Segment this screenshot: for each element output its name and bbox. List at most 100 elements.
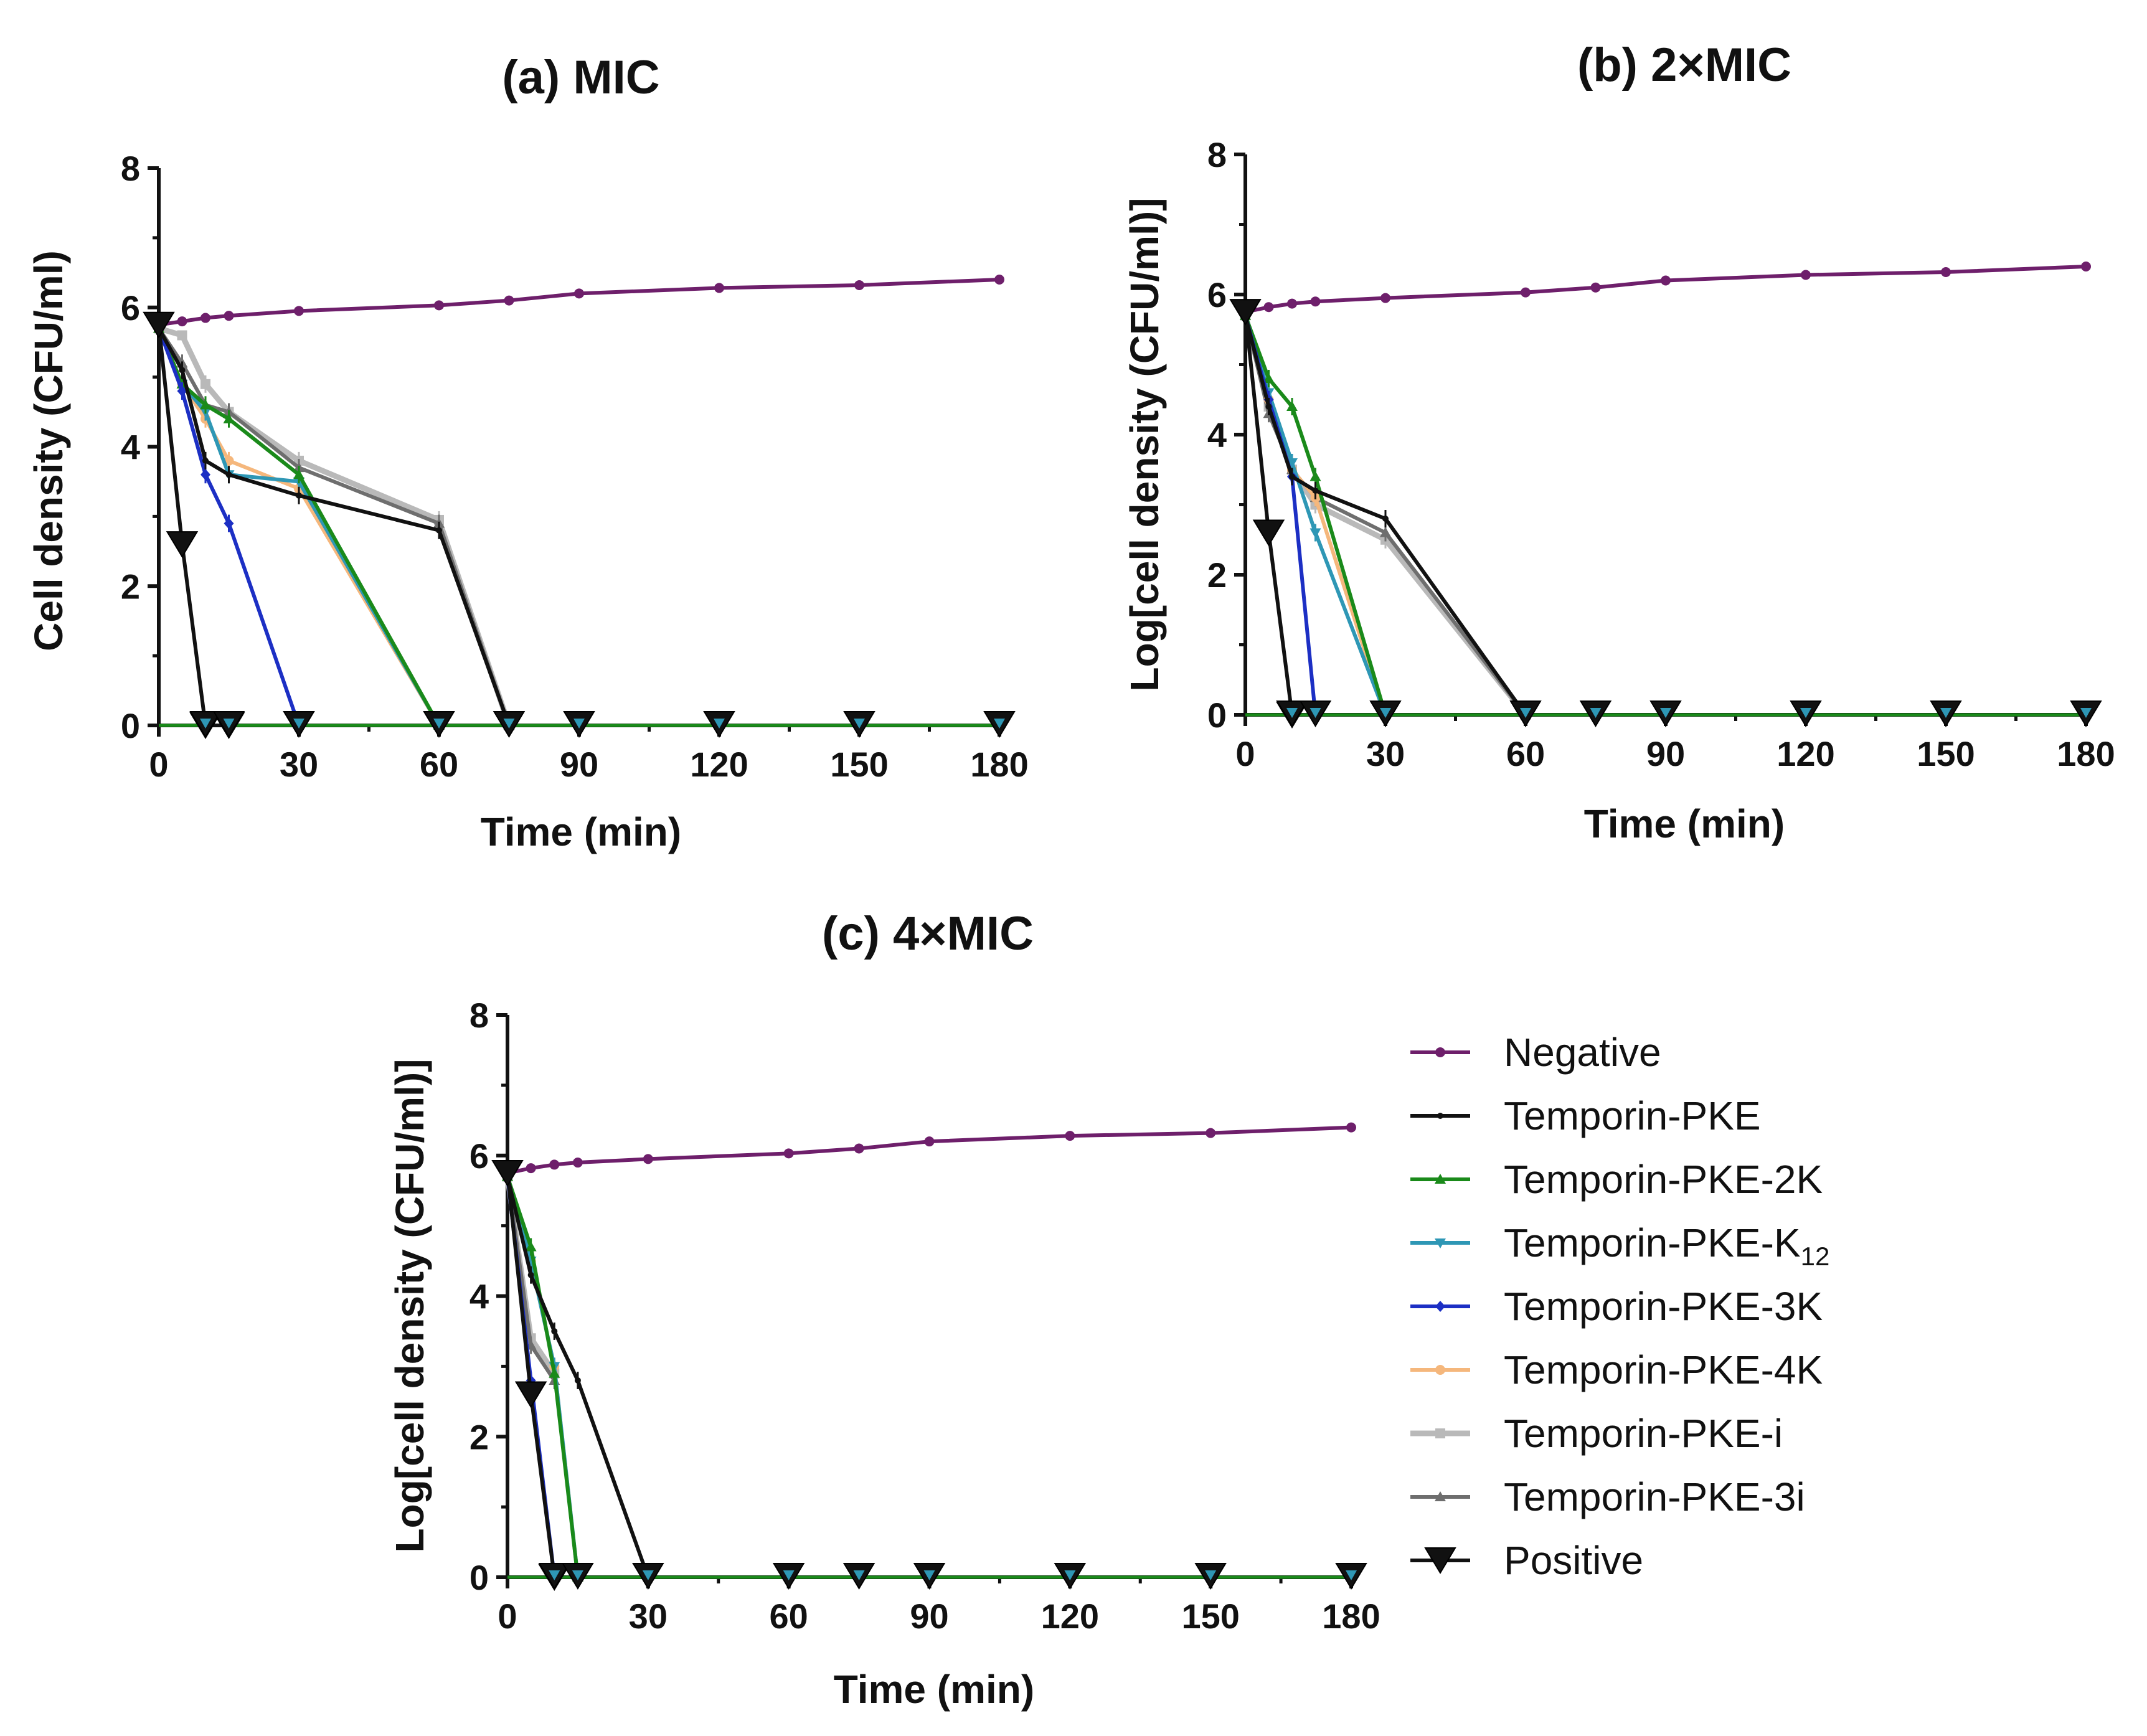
y-tick-label: 0	[470, 1558, 489, 1597]
panel-c-x-label: Time (min)	[834, 1667, 1034, 1712]
panel-a-title: (a) MIC	[502, 51, 659, 104]
x-tick-label: 120	[690, 745, 748, 784]
legend-label: Temporin-PKE-i	[1504, 1411, 1783, 1456]
data-point	[574, 1377, 581, 1384]
k12-zero-marker	[853, 1570, 865, 1580]
x-tick-label: 60	[770, 1597, 808, 1636]
legend-label: Temporin-PKE-3i	[1504, 1474, 1805, 1519]
data-point	[225, 471, 232, 478]
y-tick-label: 8	[470, 996, 489, 1035]
data-point	[1265, 403, 1272, 410]
data-point	[525, 1241, 537, 1252]
data-point	[434, 300, 444, 311]
series-line-temporin-pke	[1243, 315, 1527, 716]
data-point	[551, 1328, 558, 1334]
data-point	[1801, 270, 1811, 280]
legend-label: Temporin-PKE-4K	[1504, 1347, 1823, 1392]
y-tick-label: 6	[1207, 275, 1227, 314]
k12-zero-marker	[293, 719, 304, 729]
legend: Negative Temporin-PKE Temporin-PKE-2K Tempo…	[1410, 1030, 1829, 1583]
data-point	[200, 399, 211, 410]
k12-zero-marker	[573, 719, 585, 729]
data-point	[294, 306, 304, 316]
legend-label: Temporin-PKE-3K	[1504, 1284, 1823, 1329]
x-tick-label: 90	[910, 1597, 948, 1636]
data-point	[783, 1148, 794, 1159]
legend-label-text: Temporin-PKE-i	[1504, 1411, 1783, 1456]
x-tick-label: 60	[420, 745, 458, 784]
x-tick-label: 120	[1777, 734, 1834, 773]
data-point	[1229, 299, 1262, 326]
k12-zero-marker	[1286, 708, 1298, 718]
k12-zero-marker	[1064, 1570, 1076, 1580]
legend-label-text: Temporin-PKE-4K	[1504, 1347, 1823, 1392]
y-tick-label: 0	[1207, 696, 1227, 735]
data-point	[1309, 528, 1321, 539]
x-tick-label: 0	[1235, 734, 1255, 773]
y-tick-label: 2	[470, 1417, 489, 1456]
legend-label-text: Temporin-PKE-3K	[1504, 1284, 1823, 1329]
data-point	[1206, 1128, 1216, 1138]
x-tick-label: 0	[149, 745, 168, 784]
data-point	[491, 1159, 524, 1187]
panel-a-x-label: Time (min)	[481, 809, 681, 854]
data-point	[1590, 282, 1601, 293]
y-tick-label: 6	[121, 288, 140, 328]
data-point	[179, 367, 186, 374]
data-point	[527, 1271, 534, 1278]
data-point	[574, 288, 584, 299]
data-point	[166, 531, 199, 559]
y-tick-label: 8	[121, 149, 140, 188]
panel-b: (b) 2×MIC Log[cell density (CFU/ml)] Tim…	[1122, 39, 2115, 846]
k12-zero-marker	[572, 1570, 583, 1580]
panel-b-y-label: Log[cell density (CFU/ml)]	[1122, 198, 1167, 692]
legend-marker	[1435, 1365, 1445, 1375]
k12-zero-marker	[549, 1570, 560, 1580]
legend-label: Negative	[1504, 1030, 1661, 1075]
k12-zero-marker	[1309, 708, 1321, 718]
panel-c: (c) 4×MIC Log[cell density (CFU/ml)] Tim…	[387, 907, 1380, 1712]
data-point	[2081, 262, 2091, 271]
data-point	[1312, 488, 1319, 494]
legend-marker	[1435, 1428, 1445, 1438]
legend-marker	[1435, 1238, 1446, 1248]
legend-label: Temporin-PKE-2K	[1504, 1157, 1823, 1202]
x-tick-label: 90	[1646, 734, 1685, 773]
k12-zero-marker	[1800, 708, 1811, 718]
k12-zero-marker	[923, 1570, 935, 1580]
data-point	[1065, 1131, 1075, 1141]
data-point	[1286, 458, 1298, 468]
panel-b-title: (b) 2×MIC	[1577, 39, 1791, 92]
data-point	[572, 1158, 583, 1168]
y-tick-label: 2	[1207, 555, 1227, 595]
data-point	[526, 1163, 536, 1174]
data-point	[224, 311, 234, 321]
data-point	[994, 275, 1004, 285]
data-point	[201, 379, 210, 389]
data-point	[1252, 519, 1285, 547]
data-point	[201, 469, 210, 481]
data-point	[1380, 527, 1391, 537]
data-point	[202, 457, 209, 464]
legend-label-text: Temporin-PKE-K	[1504, 1220, 1801, 1265]
data-point	[224, 517, 234, 529]
data-point	[1382, 516, 1389, 522]
y-tick-label: 6	[470, 1136, 489, 1176]
data-point	[1310, 296, 1321, 307]
k12-zero-marker	[2080, 708, 2092, 718]
x-tick-label: 180	[2057, 734, 2115, 773]
x-tick-label: 30	[629, 1597, 668, 1636]
panel-c-title: (c) 4×MIC	[822, 907, 1034, 960]
data-point	[177, 330, 187, 341]
x-tick-label: 150	[1181, 1597, 1239, 1636]
k12-zero-marker	[433, 719, 445, 729]
data-point	[293, 469, 304, 479]
data-point	[1286, 401, 1298, 411]
data-point	[549, 1159, 560, 1170]
k12-zero-marker	[1205, 1570, 1217, 1580]
data-point	[1941, 267, 1951, 277]
x-tick-label: 180	[970, 745, 1028, 784]
data-point	[514, 1381, 547, 1408]
